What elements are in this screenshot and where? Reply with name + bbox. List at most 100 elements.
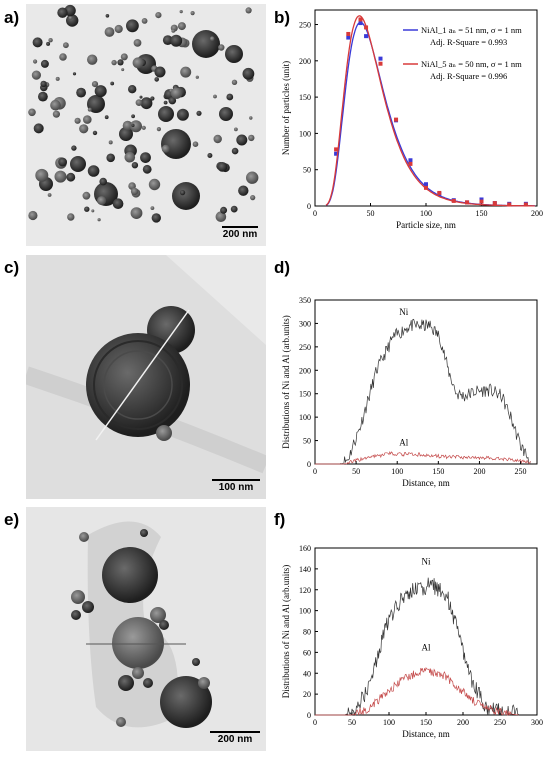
y-axis-label: Distributions of Ni and Al (arb.units) xyxy=(281,565,291,699)
tem-image-c: 100 nm xyxy=(26,255,266,499)
particle xyxy=(57,7,68,18)
particle xyxy=(172,182,200,210)
particle xyxy=(179,10,183,14)
particle xyxy=(140,97,153,110)
particle xyxy=(215,211,227,222)
particle xyxy=(122,120,133,131)
scale-bar-label-a: 200 nm xyxy=(222,229,258,240)
data-point xyxy=(408,161,413,166)
data-point xyxy=(346,35,351,40)
particle xyxy=(131,162,139,169)
profile-ni xyxy=(315,577,519,716)
data-point xyxy=(465,200,470,205)
chart-d: 0 50 100 150 200 250 0 50 100 150 200 250 300 350 Dist… xyxy=(281,296,538,488)
particle xyxy=(249,116,253,120)
particle xyxy=(163,100,168,105)
profile-ni xyxy=(315,318,531,465)
particle xyxy=(97,196,107,206)
particle xyxy=(130,187,139,196)
scale-bar-c: 100 nm xyxy=(212,479,260,493)
particle xyxy=(219,107,233,121)
x-tick-label: 50 xyxy=(348,718,356,727)
profile-al xyxy=(315,450,531,465)
particle xyxy=(148,178,161,191)
x-tick-label: 150 xyxy=(476,209,488,218)
particle xyxy=(242,67,255,80)
x-tick-label: 200 xyxy=(531,209,543,218)
particle xyxy=(130,120,142,133)
particle xyxy=(79,124,89,134)
particle xyxy=(70,156,86,172)
particle xyxy=(170,87,183,99)
y-tick-label: 0 xyxy=(307,202,311,211)
chart-b: 0 50 100 150 200 0 50 100 150 200 250 Particle size… xyxy=(281,9,543,230)
particle xyxy=(87,54,98,65)
particle xyxy=(141,18,148,24)
scale-bar-e: 200 nm xyxy=(210,731,260,745)
particle xyxy=(225,45,243,63)
y-tick-label: 200 xyxy=(299,366,311,375)
particle xyxy=(168,96,177,105)
particle xyxy=(226,93,234,101)
particle xyxy=(180,190,186,196)
x-tick-label: 250 xyxy=(515,467,527,476)
data-point xyxy=(378,61,383,66)
y-tick-label: 200 xyxy=(299,57,311,66)
particle xyxy=(46,41,51,46)
particle xyxy=(106,153,115,163)
y-tick-label: 20 xyxy=(303,690,311,699)
particle xyxy=(139,95,143,99)
particle xyxy=(131,123,135,127)
data-point xyxy=(451,198,456,203)
particle xyxy=(55,76,60,81)
x-tick-label: 150 xyxy=(432,467,444,476)
particle xyxy=(72,72,77,76)
particle xyxy=(245,7,252,14)
particle xyxy=(131,114,135,119)
particle xyxy=(87,165,100,177)
particle xyxy=(162,35,173,45)
particle xyxy=(135,99,143,106)
particle xyxy=(142,164,152,174)
annotation-ni: Ni xyxy=(399,307,408,317)
tem-particle-e xyxy=(71,521,212,728)
y-tick-label: 140 xyxy=(299,565,311,574)
data-point xyxy=(334,151,339,156)
particle xyxy=(110,81,115,86)
tem-image-e: 200 nm xyxy=(26,507,266,751)
particle xyxy=(32,37,43,48)
particle xyxy=(87,95,105,113)
y-tick-label: 40 xyxy=(303,669,311,678)
particle xyxy=(66,172,76,182)
particle xyxy=(140,152,151,164)
particle xyxy=(83,115,92,124)
y-tick-label: 150 xyxy=(299,93,311,102)
data-point xyxy=(492,201,497,206)
y-tick-label: 100 xyxy=(299,413,311,422)
particle xyxy=(47,193,52,197)
particle xyxy=(190,11,195,16)
panel-label-a: a) xyxy=(4,8,20,27)
particle xyxy=(213,94,217,99)
x-tick-label: 300 xyxy=(531,718,543,727)
particle xyxy=(151,213,161,223)
particle xyxy=(150,206,155,211)
particle xyxy=(108,140,113,145)
x-tick-label: 200 xyxy=(457,718,469,727)
data-point xyxy=(358,21,363,26)
particle xyxy=(196,110,202,116)
data-point xyxy=(424,185,428,190)
particle xyxy=(82,191,91,200)
particle xyxy=(171,29,176,33)
data-point xyxy=(437,191,442,196)
data-point xyxy=(465,200,470,205)
particle xyxy=(59,53,67,61)
data-point xyxy=(523,202,528,207)
particle xyxy=(250,195,256,201)
particle xyxy=(111,59,117,66)
particle xyxy=(209,36,215,41)
particle xyxy=(128,85,137,94)
tem-particles-a xyxy=(28,4,259,223)
particle xyxy=(71,145,77,151)
scale-bar-label-e: 200 nm xyxy=(217,734,253,745)
